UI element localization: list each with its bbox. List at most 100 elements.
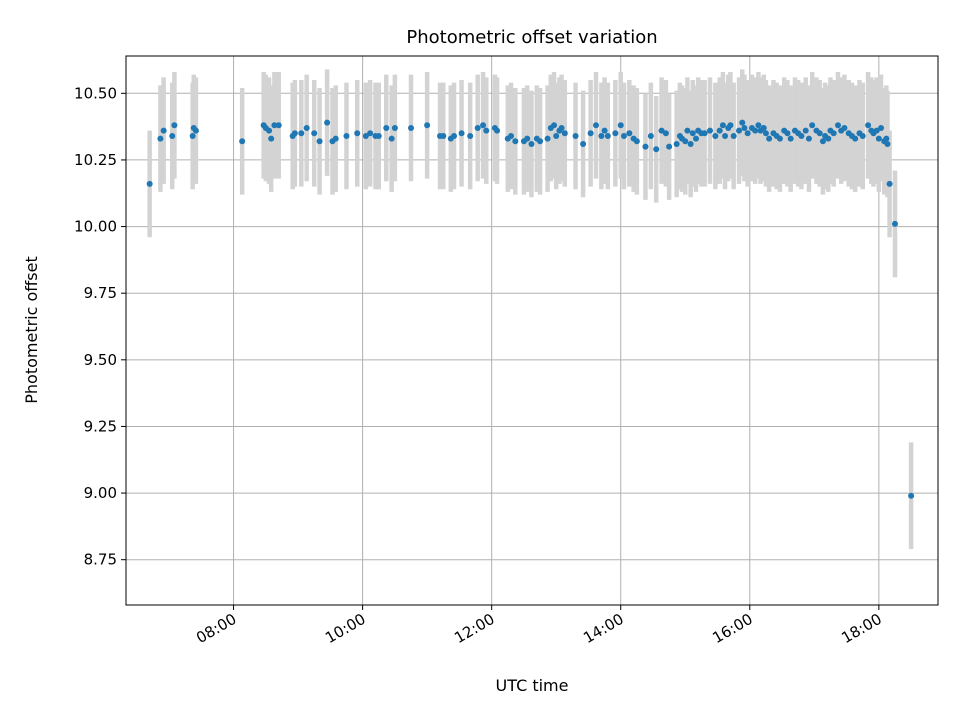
- data-point: [730, 132, 737, 139]
- data-point: [633, 138, 640, 145]
- data-point: [859, 132, 866, 139]
- data-point: [146, 180, 153, 187]
- data-point: [673, 140, 680, 147]
- data-point: [830, 130, 837, 137]
- data-point: [762, 130, 769, 137]
- data-point: [474, 124, 481, 131]
- data-point: [617, 122, 624, 129]
- data-point: [612, 130, 619, 137]
- data-point: [508, 132, 515, 139]
- data-point: [171, 122, 178, 129]
- data-point: [739, 119, 746, 126]
- data-point: [362, 132, 369, 139]
- y-tick-label: 10.00: [74, 218, 117, 236]
- data-point: [480, 122, 487, 129]
- data-points: [146, 119, 915, 499]
- data-point: [524, 135, 531, 142]
- data-point: [160, 127, 167, 134]
- data-point: [512, 138, 519, 145]
- data-point: [291, 130, 298, 137]
- data-point: [620, 132, 627, 139]
- data-point: [324, 119, 331, 126]
- data-point: [647, 132, 654, 139]
- data-point: [741, 124, 748, 131]
- data-point: [662, 130, 669, 137]
- data-point: [551, 122, 558, 129]
- data-point: [604, 132, 611, 139]
- data-point: [169, 132, 176, 139]
- data-point: [275, 122, 282, 129]
- data-point: [658, 127, 665, 134]
- data-point: [298, 130, 305, 137]
- y-tick-label: 9.75: [84, 284, 117, 302]
- data-point: [558, 124, 565, 131]
- data-point: [684, 127, 691, 134]
- data-point: [886, 180, 893, 187]
- data-point: [592, 122, 599, 129]
- data-point: [736, 127, 743, 134]
- data-point: [572, 132, 579, 139]
- data-point: [192, 127, 199, 134]
- data-point: [755, 122, 762, 129]
- data-point: [266, 127, 273, 134]
- data-point: [802, 127, 809, 134]
- data-point: [580, 140, 587, 147]
- plot-area-frame: [125, 55, 939, 606]
- data-point: [157, 135, 164, 142]
- data-point: [268, 135, 275, 142]
- data-point: [719, 122, 726, 129]
- data-point: [332, 135, 339, 142]
- data-point: [689, 130, 696, 137]
- data-point: [727, 122, 734, 129]
- x-axis-label: UTC time: [496, 676, 569, 695]
- data-point: [271, 122, 278, 129]
- data-point: [458, 130, 465, 137]
- data-point: [343, 132, 350, 139]
- chart-title: Photometric offset variation: [406, 27, 657, 48]
- data-point: [816, 130, 823, 137]
- data-point: [494, 127, 501, 134]
- data-point: [528, 140, 535, 147]
- data-point: [598, 132, 605, 139]
- data-point: [687, 140, 694, 147]
- data-point: [391, 124, 398, 131]
- data-point: [666, 143, 673, 150]
- data-point: [760, 124, 767, 131]
- data-point: [483, 127, 490, 134]
- data-point: [239, 138, 246, 145]
- data-point: [784, 130, 791, 137]
- y-tick-label: 10.50: [74, 84, 117, 102]
- y-tick-label: 9.00: [84, 484, 117, 502]
- data-point: [316, 138, 323, 145]
- data-point: [467, 132, 474, 139]
- data-point: [787, 135, 794, 142]
- data-point: [809, 122, 816, 129]
- data-point: [883, 135, 890, 142]
- data-point: [701, 130, 708, 137]
- data-point: [587, 130, 594, 137]
- data-point: [873, 127, 880, 134]
- data-point: [626, 130, 633, 137]
- data-point: [776, 135, 783, 142]
- data-point: [682, 138, 689, 145]
- data-point: [375, 132, 382, 139]
- data-point: [424, 122, 431, 129]
- data-point: [601, 127, 608, 134]
- data-point: [884, 140, 891, 147]
- data-point: [712, 132, 719, 139]
- data-point: [891, 220, 898, 227]
- data-point: [875, 135, 882, 142]
- data-point: [722, 132, 729, 139]
- y-tick-label: 8.75: [84, 551, 117, 569]
- data-point: [805, 135, 812, 142]
- data-point: [825, 135, 832, 142]
- data-point: [819, 138, 826, 145]
- data-point: [367, 130, 374, 137]
- data-point: [852, 135, 859, 142]
- y-tick-label: 9.25: [84, 417, 117, 435]
- data-point: [303, 124, 310, 131]
- data-point: [189, 132, 196, 139]
- data-point: [877, 124, 884, 131]
- data-point: [544, 135, 551, 142]
